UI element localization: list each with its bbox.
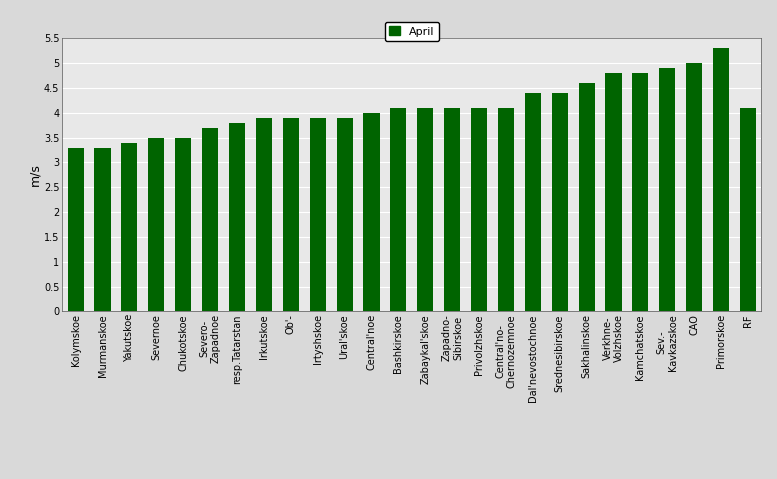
Bar [202, 128, 218, 311]
Y-axis label: m/s: m/s [28, 163, 41, 186]
Bar [686, 63, 702, 311]
Bar [68, 148, 84, 311]
Bar [309, 118, 326, 311]
Bar [444, 108, 460, 311]
Bar [659, 68, 675, 311]
Bar [632, 73, 649, 311]
Bar [121, 143, 138, 311]
Bar [552, 93, 568, 311]
Bar [283, 118, 299, 311]
Bar [175, 137, 191, 311]
Bar [229, 123, 245, 311]
Bar [364, 113, 379, 311]
Bar [95, 148, 110, 311]
Bar [740, 108, 756, 311]
Bar [713, 48, 729, 311]
Bar [498, 108, 514, 311]
Bar [256, 118, 272, 311]
Legend: April: April [385, 22, 439, 41]
Bar [148, 137, 165, 311]
Bar [579, 83, 594, 311]
Bar [471, 108, 487, 311]
Bar [336, 118, 353, 311]
Bar [605, 73, 622, 311]
Bar [417, 108, 434, 311]
Bar [390, 108, 406, 311]
Bar [524, 93, 541, 311]
